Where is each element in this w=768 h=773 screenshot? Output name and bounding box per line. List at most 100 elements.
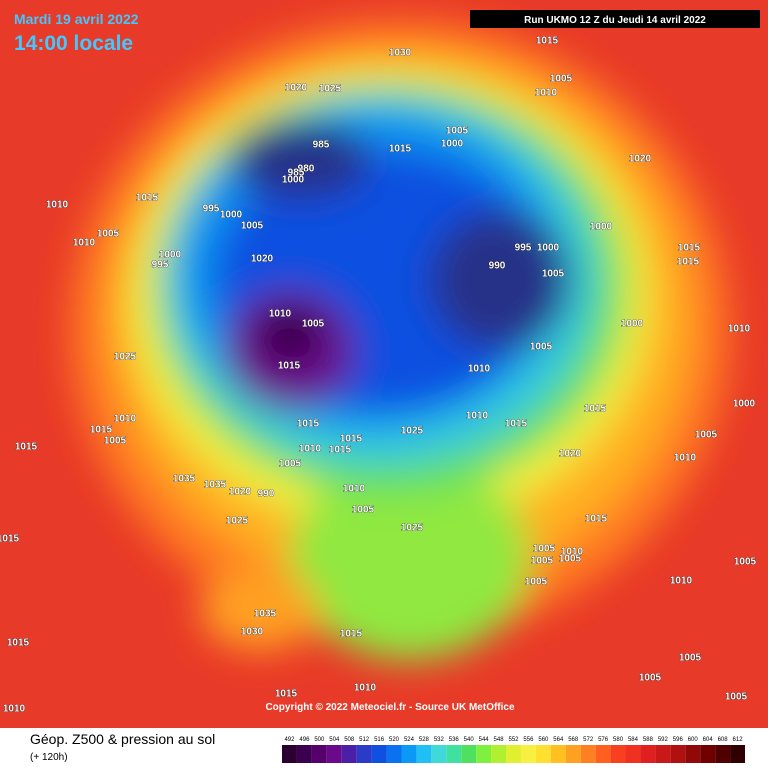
isobar-label: 1015	[678, 243, 701, 254]
colorbar-label: 540	[464, 737, 475, 743]
colorbar-label: 612	[733, 737, 744, 743]
copyright: Copyright © 2022 Meteociel.fr - Source U…	[265, 702, 515, 713]
isobar-label: 1035	[204, 480, 227, 491]
isobar-label: 1005	[550, 74, 573, 85]
isobar-label: 1015	[585, 514, 608, 525]
colorbar-label: 552	[508, 737, 519, 743]
isobar-label: 990	[258, 489, 275, 500]
colorbar-swatch	[326, 745, 342, 763]
isobar-label: 1010	[354, 683, 377, 694]
colorbar-label: 536	[449, 737, 460, 743]
isobar-label: 990	[489, 261, 506, 272]
isobar-label: 985	[288, 168, 305, 179]
isobar-label: 1015	[297, 419, 320, 430]
colorbar-label: 532	[434, 737, 445, 743]
colorbar: 492 496 500 504 508 512 516 520 524 528 532 536 540 5…	[282, 737, 745, 763]
run-info: Run UKMO 12 Z du Jeudi 14 avril 2022	[524, 15, 706, 26]
isobar-label: 1005	[104, 436, 127, 447]
colorbar-label: 580	[613, 737, 624, 743]
isobar-label: 1025	[114, 352, 137, 363]
colorbar-swatch	[431, 745, 447, 763]
isobar-label: 1010	[46, 200, 69, 211]
colorbar-swatch	[371, 745, 387, 763]
colorbar-label: 516	[374, 737, 385, 743]
isobar-label: 1010	[114, 414, 137, 425]
isobar-label: 1015	[90, 425, 113, 436]
colorbar-label: 520	[389, 737, 400, 743]
isobar-label: 1005	[533, 544, 556, 555]
colorbar-label: 564	[553, 737, 564, 743]
isobar-label: 1010	[269, 309, 292, 320]
colorbar-label: 500	[314, 737, 325, 743]
isobar-label: 1015	[505, 419, 528, 430]
isobar-label: 1005	[542, 269, 565, 280]
isobar-label: 1010	[466, 411, 489, 422]
colorbar-swatch	[446, 745, 462, 763]
colorbar-swatch	[282, 745, 297, 763]
isobar-label: 1000	[537, 243, 560, 254]
colorbar-swatch	[341, 745, 357, 763]
colorbar-label: 524	[404, 737, 415, 743]
run-box	[470, 10, 760, 28]
isobar-label: 1005	[241, 221, 264, 232]
colorbar-label: 548	[494, 737, 505, 743]
isobar-label: 1015	[340, 434, 363, 445]
colorbar-swatch	[506, 745, 521, 763]
isobar-label: 1010	[670, 576, 693, 587]
isobar-label: 1005	[352, 505, 375, 516]
isobar-label: 1010	[674, 453, 697, 464]
isobar-label: 1005	[559, 554, 582, 565]
isobar-label: 1020	[559, 449, 582, 460]
isobar-label: 1025	[226, 516, 249, 527]
geopotential-field	[0, 0, 768, 728]
colorbar-swatch	[565, 745, 581, 763]
isobar-label: 1005	[530, 342, 553, 353]
colorbar-label: 512	[359, 737, 370, 743]
colorbar-label: 592	[658, 737, 669, 743]
isobar-label: 1030	[241, 627, 264, 638]
colorbar-label: 576	[598, 737, 609, 743]
isobar-label: 1025	[401, 426, 424, 437]
isobar-label: 995	[515, 243, 532, 254]
date: Mardi 19 avril 2022	[14, 11, 139, 27]
colorbar-swatch	[356, 745, 372, 763]
colorbar-swatch	[491, 745, 507, 763]
isobar-label: 1005	[639, 673, 662, 684]
colorbar-swatch	[625, 745, 641, 763]
colorbar-swatch	[535, 745, 551, 763]
isobar-label: 1005	[679, 653, 702, 664]
isobar-label: 1030	[389, 48, 412, 59]
colorbar-label: 600	[688, 737, 699, 743]
isobar-label: 1000	[590, 222, 613, 233]
isobar-label: 1005	[531, 556, 554, 567]
colorbar-swatch	[580, 745, 596, 763]
colorbar-swatch	[685, 745, 701, 763]
colorbar-swatch	[311, 745, 327, 763]
colorbar-label: 544	[479, 737, 490, 743]
colorbar-swatch	[401, 745, 417, 763]
colorbar-label: 572	[583, 737, 594, 743]
colorbar-swatch	[416, 745, 432, 763]
isobar-label: 985	[313, 140, 330, 151]
time: 14:00 locale	[14, 32, 133, 55]
colorbar-label: 504	[329, 737, 340, 743]
isobar-label: 1010	[535, 88, 558, 99]
colorbar-label: 584	[628, 737, 639, 743]
colorbar-swatch	[655, 745, 671, 763]
colorbar-swatch	[520, 745, 536, 763]
isobar-label: 1015	[340, 629, 363, 640]
isobar-label: 980	[298, 164, 315, 175]
colorbar-swatch	[670, 745, 686, 763]
isobar-label: 1005	[279, 459, 302, 470]
isobar-label: 1010	[3, 704, 26, 715]
isobar-label: 995	[203, 204, 220, 215]
colorbar-label: 560	[538, 737, 549, 743]
isobar-label: 1005	[302, 319, 325, 330]
colorbar-label: 608	[718, 737, 729, 743]
isobar-label: 1000	[220, 210, 243, 221]
isobar-label: 1015	[0, 534, 20, 545]
isobar-label: 1020	[629, 154, 652, 165]
colorbar-label: 604	[703, 737, 714, 743]
isobar-label: 1010	[561, 547, 584, 558]
